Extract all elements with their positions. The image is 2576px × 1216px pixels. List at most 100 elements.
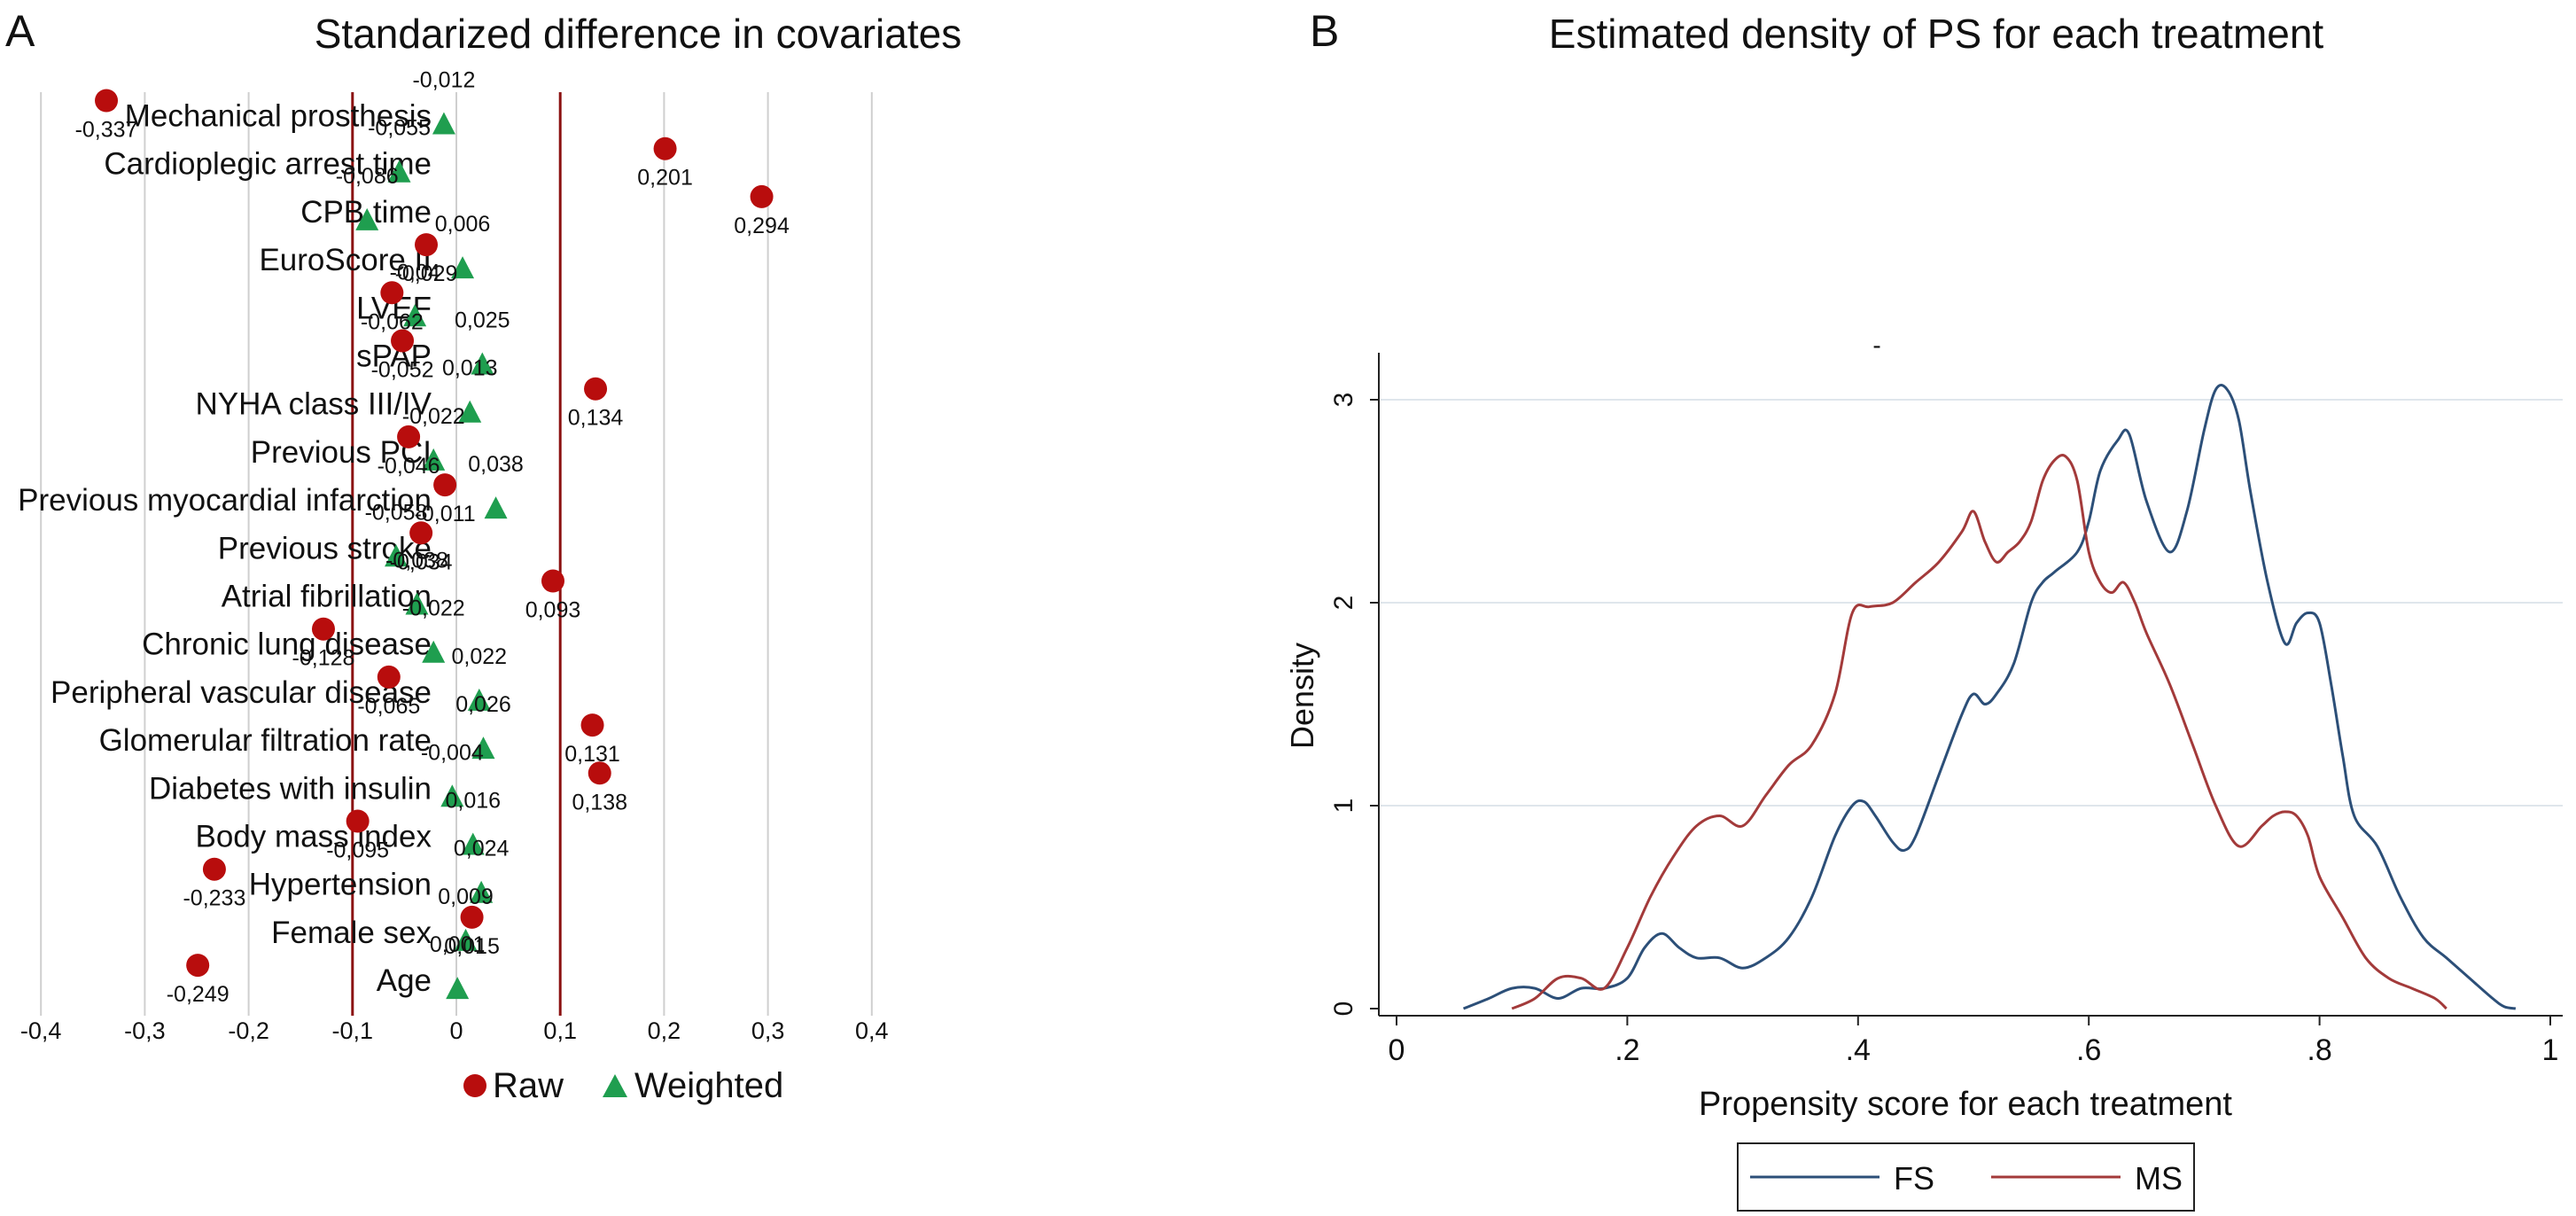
panel-a-covariate-label: Mechanical prosthesis xyxy=(125,99,432,134)
raw-value-label: 0,131 xyxy=(564,742,620,767)
raw-point xyxy=(391,329,415,353)
weighted-point xyxy=(451,256,475,279)
panel-a-covariate-label: Atrial fibrillation xyxy=(222,580,432,614)
weighted-point xyxy=(470,880,494,903)
weighted-value-label: 0,009 xyxy=(438,885,494,909)
panel-a-standardized-difference: A Standarized difference in covariates M… xyxy=(5,6,961,1105)
raw-value-label: -0,034 xyxy=(390,550,453,574)
panel-a-x-tick-labels: -0,4 -0,3 -0,2 -0,1 0 0,1 0,2 0,3 0,4 xyxy=(20,1017,889,1044)
panel-a-x-tick-label: -0,3 xyxy=(124,1017,166,1044)
panel-b-density-lines xyxy=(1462,384,2517,1010)
panel-b-x-axis-label: Propensity score for each treatment xyxy=(1699,1086,2232,1123)
panel-a-letter: A xyxy=(5,6,35,56)
raw-point xyxy=(588,761,611,785)
weighted-point xyxy=(422,448,446,471)
raw-point xyxy=(311,617,335,641)
raw-value-label: -0,052 xyxy=(371,358,434,383)
panel-b-x-tick-label: .4 xyxy=(1846,1033,1871,1067)
weighted-value-label: -0,058 xyxy=(365,500,428,525)
panel-b-y-tick-label: 2 xyxy=(1329,596,1358,611)
panel-b-x-tick-label: .6 xyxy=(2076,1033,2101,1067)
raw-value-label: 0,138 xyxy=(572,790,627,815)
panel-a-covariate-label: Peripheral vascular disease xyxy=(51,675,432,710)
weighted-value-label: -0,038 xyxy=(385,549,448,573)
panel-a-covariate-label: Glomerular filtration rate xyxy=(99,723,432,758)
weighted-point xyxy=(355,207,379,230)
panel-a-title: Standarized difference in covariates xyxy=(315,11,961,57)
weighted-value-label: -0,055 xyxy=(368,116,431,141)
panel-a-x-tick-label: 0,3 xyxy=(751,1017,785,1044)
panel-b-legend: FS MS xyxy=(1737,1142,2195,1212)
panel-b-y-tick-label: 1 xyxy=(1329,799,1358,814)
panel-b-density: B Estimated density of PS for each treat… xyxy=(1284,6,2563,1212)
weighted-value-label: -0,04 xyxy=(390,260,440,285)
panel-b-x-tick-label: .8 xyxy=(2307,1033,2331,1067)
weighted-value-label: -0,004 xyxy=(421,740,484,765)
panel-a-reference-lines xyxy=(351,92,562,1016)
panel-b-x-tick-label: 1 xyxy=(2542,1033,2559,1067)
panel-a-covariate-label: Female sex xyxy=(271,916,432,950)
panel-a-markers xyxy=(95,89,774,1000)
panel-a-covariate-label: EuroScore II xyxy=(259,243,432,277)
raw-value-label: -0,233 xyxy=(183,886,245,911)
weighted-value-label: -0,086 xyxy=(336,164,399,189)
panel-a-covariate-label: Previous myocardial infarction xyxy=(18,483,432,518)
raw-point xyxy=(95,89,119,113)
raw-point xyxy=(460,905,484,929)
weighted-value-label: -0,022 xyxy=(402,596,465,621)
panel-a-gridlines xyxy=(40,92,873,1016)
panel-a-x-tick-label: 0,1 xyxy=(543,1017,577,1044)
weighted-value-label: 0,006 xyxy=(435,212,491,237)
panel-a-x-tick-label: -0,1 xyxy=(332,1017,374,1044)
panel-b-x-tick-label: .2 xyxy=(1615,1033,1639,1067)
weighted-value-label: 0,024 xyxy=(454,837,510,861)
raw-value-label: -0,095 xyxy=(326,838,389,863)
raw-value-label: 0,093 xyxy=(525,598,581,623)
panel-b-x-ticks: 0 .2 .4 .6 .8 1 xyxy=(1389,1016,2559,1067)
panel-a-covariate-label: Age xyxy=(377,963,432,998)
weighted-point xyxy=(467,688,491,711)
legend-weighted-label: Weighted xyxy=(634,1066,783,1105)
weighted-value-label: -0,022 xyxy=(402,404,465,429)
weighted-value-label: 0,016 xyxy=(445,789,501,814)
raw-point xyxy=(415,233,439,257)
raw-point xyxy=(377,665,401,689)
weighted-value-label: 0,038 xyxy=(468,452,524,477)
weighted-value-label: -0,012 xyxy=(412,68,475,93)
weighted-value-label: 0,025 xyxy=(455,308,510,333)
panel-b-title: Estimated density of PS for each treatme… xyxy=(1549,11,2324,57)
weighted-point xyxy=(461,832,485,855)
raw-point xyxy=(186,954,210,978)
weighted-point xyxy=(471,737,495,760)
panel-a-x-tick-label: 0,4 xyxy=(855,1017,889,1044)
raw-point xyxy=(202,857,226,881)
panel-b-y-axis-label: Density xyxy=(1284,643,1320,749)
raw-value-label: -0,029 xyxy=(395,261,458,286)
weighted-point xyxy=(403,304,427,327)
panel-a-covariate-label: Cardioplegic arrest time xyxy=(104,147,432,182)
panel-a-covariate-label: Diabetes with insulin xyxy=(149,771,432,806)
weighted-point xyxy=(471,352,494,375)
weighted-point xyxy=(432,112,455,135)
raw-point xyxy=(541,569,564,593)
panel-a-x-tick-label: 0,2 xyxy=(648,1017,681,1044)
weighted-point xyxy=(454,928,478,951)
panel-a-covariate-label: Body mass index xyxy=(195,820,432,854)
weighted-point xyxy=(387,160,411,183)
weighted-point xyxy=(440,784,464,807)
raw-value-label: -0,337 xyxy=(75,118,138,143)
legend-raw-marker xyxy=(463,1074,486,1097)
panel-a-x-tick-label: -0,4 xyxy=(20,1017,62,1044)
weighted-value-label: 0,001 xyxy=(430,932,486,957)
panel-a-x-tick-label: 0 xyxy=(449,1017,463,1044)
density-line-fs xyxy=(1462,384,2517,1010)
panel-a-value-labels: -0,337 -0,012 0,201 -0,055 0,294 -0,086 -0,029… xyxy=(75,68,790,1008)
weighted-point xyxy=(446,977,470,1000)
raw-value-label: 0,294 xyxy=(734,214,790,238)
density-line-ms xyxy=(1511,454,2448,1010)
weighted-value-label: 0,013 xyxy=(442,356,498,381)
panel-b-x-tick-label: 0 xyxy=(1389,1033,1405,1067)
panel-a-covariate-label: Chronic lung disease xyxy=(142,627,432,662)
raw-value-label: -0,062 xyxy=(361,309,424,334)
raw-value-label: -0,128 xyxy=(292,646,355,671)
